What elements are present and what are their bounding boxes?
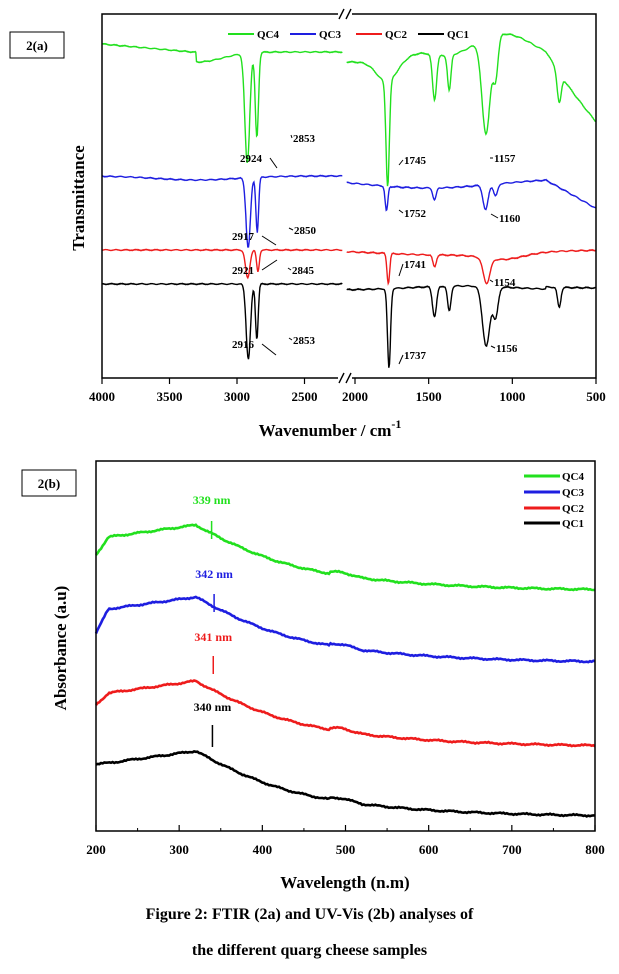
ftir-x-tick-label-1500: 1500 xyxy=(416,389,442,404)
uvvis-panel: 339 nm 342 nm 341 nm 340 nm 200 300 400 500 600… xyxy=(21,460,605,892)
ftir-peak-label-qc3-2850: 2850 xyxy=(294,225,317,237)
ftir-trace-qc1-low xyxy=(346,284,596,368)
ftir-peak-label-qc4-1745: 1745 xyxy=(404,155,427,167)
uvvis-x-tick-label-500: 500 xyxy=(336,842,356,857)
ftir-peak-arrow-qc2-1154 xyxy=(489,279,494,283)
uvvis-trace-qc1 xyxy=(95,750,596,818)
uvvis-trace-qc2 xyxy=(94,679,596,748)
uvvis-x-tick-label-200: 200 xyxy=(86,842,106,857)
ftir-peak-arrow-qc2-2921 xyxy=(261,259,278,271)
axis-break-slash-top-2 xyxy=(345,8,352,20)
ftir-peak-label-qc4-1157: 1157 xyxy=(494,153,516,165)
ftir-peak-arrow-qc2-2845 xyxy=(287,267,292,271)
ftir-x-axis-label: Wavenumber / cm-1 xyxy=(259,417,402,440)
ftir-peak-label-qc2-1741: 1741 xyxy=(404,259,426,271)
uvvis-x-tick-label-400: 400 xyxy=(253,842,273,857)
figure-caption-line-1: Figure 2: FTIR (2a) and UV-Vis (2b) anal… xyxy=(145,906,474,923)
ftir-peak-arrow-qc4-2853 xyxy=(290,134,293,139)
ftir-legend: QC4 QC3 QC2 QC1 xyxy=(228,29,469,41)
ftir-peak-arrow-qc1-1737 xyxy=(398,354,404,365)
ftir-axis-break xyxy=(338,8,352,384)
uvvis-x-ticks: 200 300 400 500 600 700 800 xyxy=(86,825,605,857)
ftir-legend-label-qc1: QC1 xyxy=(447,29,469,41)
uvvis-legend-label-qc4: QC4 xyxy=(562,471,585,483)
ftir-peak-label-qc1-1737: 1737 xyxy=(404,350,427,362)
ftir-peak-arrow-qc4-1745 xyxy=(398,159,404,166)
ftir-peak-label-qc1-2916: 2916 xyxy=(232,339,255,351)
uvvis-x-tick-label-700: 700 xyxy=(502,842,522,857)
ftir-peak-arrow-qc3-2917 xyxy=(261,235,277,246)
ftir-traces xyxy=(101,33,597,368)
uvvis-x-tick-label-600: 600 xyxy=(419,842,439,857)
axis-break-slash-top-1 xyxy=(338,8,345,20)
axis-break-slash-bottom-1 xyxy=(338,372,345,384)
ftir-x-tick-label-2000: 2000 xyxy=(342,389,368,404)
uvvis-traces xyxy=(94,523,596,818)
uvvis-legend: QC4 QC3 QC2 QC1 xyxy=(524,471,585,530)
ftir-peak-arrow-qc1-1156 xyxy=(490,345,496,349)
ftir-panel-label: 2(a) xyxy=(26,38,48,53)
uvvis-trace-qc3 xyxy=(94,595,596,664)
uvvis-peak-label-qc2: 341 nm xyxy=(194,630,232,644)
uvvis-panel-label: 2(b) xyxy=(38,476,60,491)
ftir-x-tick-label-500: 500 xyxy=(586,389,606,404)
ftir-peak-label-qc4-2924: 2924 xyxy=(240,153,263,165)
ftir-peak-label-qc2-1154: 1154 xyxy=(494,277,516,289)
uvvis-y-axis-label: Absorbance (a.u) xyxy=(51,586,70,711)
ftir-panel: 2924 2853 1745 1157 2917 2850 1752 1160 2921 2845… xyxy=(9,8,606,440)
uvvis-legend-label-qc2: QC2 xyxy=(562,503,585,515)
ftir-peak-annotations: 2924 2853 1745 1157 2917 2850 1752 1160 2921 2845… xyxy=(232,133,521,365)
ftir-legend-label-qc3: QC3 xyxy=(319,29,342,41)
ftir-trace-qc3-high xyxy=(101,174,343,248)
ftir-panel-label-box xyxy=(9,31,65,59)
uvvis-peak-label-qc4: 339 nm xyxy=(193,493,231,507)
figure-caption-line-2: the different quarg cheese samples xyxy=(191,942,428,959)
ftir-peak-arrow-qc1-2853 xyxy=(288,337,293,341)
axis-break-gap-bottom xyxy=(338,373,352,383)
uvvis-x-tick-label-800: 800 xyxy=(585,842,605,857)
ftir-trace-qc2-high xyxy=(101,248,343,280)
axis-break-slash-bottom-2 xyxy=(345,372,352,384)
ftir-trace-qc4-high xyxy=(101,42,343,164)
ftir-peak-label-qc1-2853: 2853 xyxy=(293,335,316,347)
uvvis-x-tick-label-300: 300 xyxy=(169,842,189,857)
ftir-legend-label-qc2: QC2 xyxy=(385,29,408,41)
ftir-plot-frame xyxy=(101,13,597,379)
ftir-trace-qc4-low xyxy=(346,33,597,187)
ftir-peak-label-qc4-2853: 2853 xyxy=(293,133,316,145)
ftir-peak-label-qc3-1160: 1160 xyxy=(499,213,521,225)
uvvis-panel-label-box xyxy=(21,469,77,497)
uvvis-x-axis-label: Wavelength (n.m) xyxy=(280,873,409,892)
ftir-trace-qc1-high xyxy=(101,282,343,360)
ftir-peak-arrow-qc1-2916 xyxy=(261,343,277,356)
ftir-x-tick-label-3500: 3500 xyxy=(157,389,183,404)
ftir-peak-arrow-qc3-2850 xyxy=(288,227,294,231)
uvvis-legend-label-qc1: QC1 xyxy=(562,518,584,530)
uvvis-peak-label-qc3: 342 nm xyxy=(195,567,233,581)
ftir-x-tick-label-3000: 3000 xyxy=(224,389,250,404)
uvvis-legend-label-qc3: QC3 xyxy=(562,487,585,499)
ftir-x-tick-label-2500: 2500 xyxy=(292,389,318,404)
ftir-legend-label-qc4: QC4 xyxy=(257,29,280,41)
ftir-trace-qc2-low xyxy=(346,248,597,286)
ftir-peak-label-qc3-2917: 2917 xyxy=(232,231,255,243)
ftir-peak-label-qc1-1156: 1156 xyxy=(496,343,518,355)
uvvis-trace-qc4 xyxy=(95,523,596,592)
ftir-x-tick-label-4000: 4000 xyxy=(89,389,115,404)
ftir-peak-label-qc2-2921: 2921 xyxy=(232,265,254,277)
ftir-peak-arrow-qc3-1160 xyxy=(490,213,499,219)
ftir-trace-qc3-low xyxy=(346,178,597,212)
ftir-peak-arrow-qc3-1752 xyxy=(398,209,404,214)
uvvis-peak-annotations: 339 nm 342 nm 341 nm 340 nm xyxy=(193,493,233,747)
ftir-peak-label-qc2-2845: 2845 xyxy=(292,265,315,277)
ftir-peak-label-qc3-1752: 1752 xyxy=(404,208,427,220)
ftir-peak-arrow-qc2-1741 xyxy=(398,263,404,277)
ftir-y-axis-label: Transmittance xyxy=(69,145,88,251)
uvvis-peak-label-qc1: 340 nm xyxy=(194,700,232,714)
ftir-x-tick-label-1000: 1000 xyxy=(499,389,525,404)
ftir-x-ticks: 4000 3500 3000 2500 2000 1500 1000 500 xyxy=(89,378,606,404)
ftir-peak-arrow-qc4-2924 xyxy=(269,157,278,169)
axis-break-gap-top xyxy=(338,9,352,19)
